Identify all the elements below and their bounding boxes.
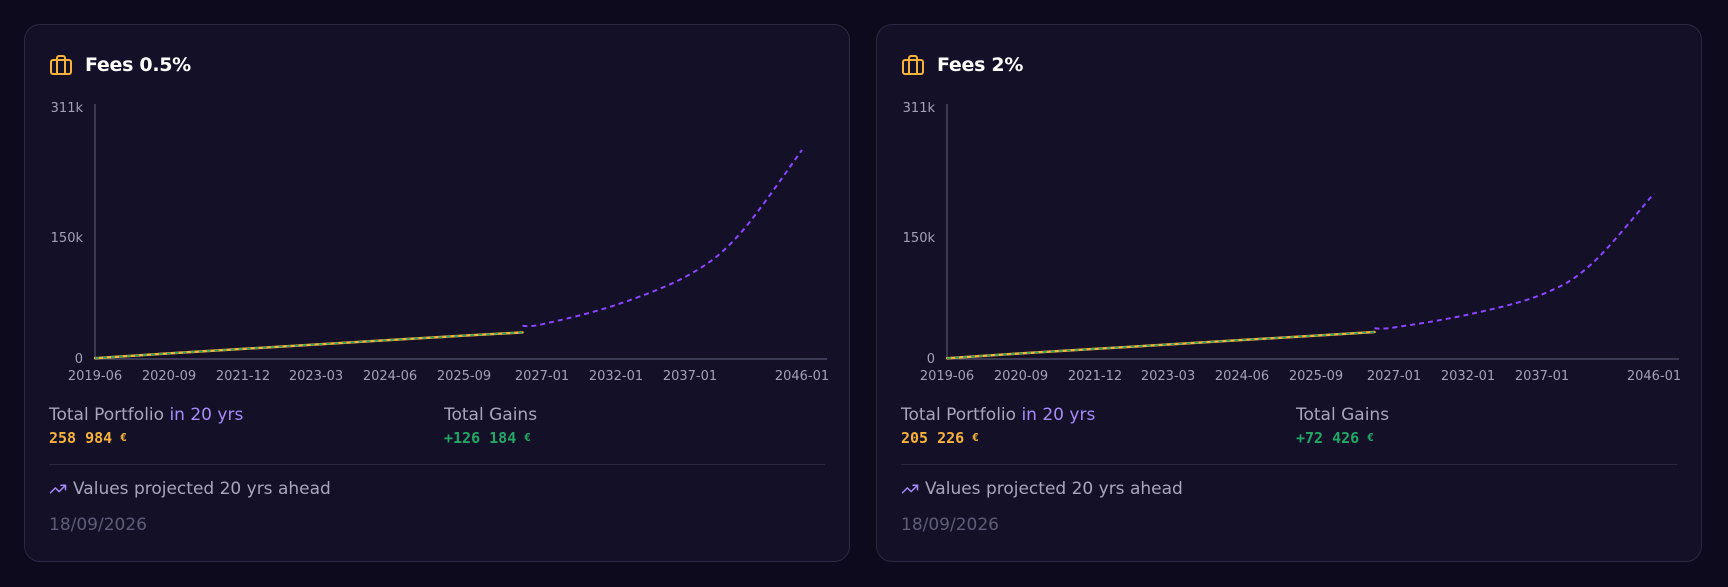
projected-value-line (1374, 192, 1655, 330)
currency-symbol: € (1367, 431, 1374, 444)
trending-up-icon (49, 484, 67, 494)
portfolio-horizon: in 20 yrs (169, 405, 244, 425)
portfolio-card-fees-0-5: Fees 0.5% 0 150k 311k 2019-06 2020-09 2021-12… (24, 24, 850, 562)
briefcase-icon (50, 55, 72, 75)
y-tick-label: 150k (51, 231, 84, 246)
total-gains-value: +126 184 € (444, 429, 531, 447)
card-header: Fees 0.5% (49, 53, 191, 77)
x-tick-label: 2046-01 (1627, 369, 1681, 384)
y-tick-label: 150k (903, 231, 936, 246)
as-of-date: 18/09/2026 (901, 515, 999, 535)
x-tick-label: 2021-12 (216, 369, 270, 384)
projected-value-line (522, 149, 803, 328)
x-tick-label: 2037-01 (1515, 369, 1569, 384)
x-tick-label: 2046-01 (775, 369, 829, 384)
x-tick-label: 2027-01 (1367, 369, 1421, 384)
x-tick-label: 2023-03 (289, 369, 343, 384)
x-tick-label: 2024-06 (1215, 369, 1269, 384)
x-tick-label: 2019-06 (920, 369, 974, 384)
briefcase-icon (902, 55, 924, 75)
projection-chart: 0 150k 311k 2019-06 2020-09 2021-12 2023-03 202… (51, 101, 830, 384)
x-tick-label: 2032-01 (1441, 369, 1495, 384)
x-tick-label: 2027-01 (515, 369, 569, 384)
total-portfolio-stat: Total Portfolio in 20 yrs 258 984 € (49, 405, 243, 447)
projection-note-text: Values projected 20 yrs ahead (73, 479, 331, 499)
y-tick-label: 0 (927, 352, 935, 367)
total-portfolio-value: 258 984 € (49, 429, 127, 447)
x-tick-label: 2023-03 (1141, 369, 1195, 384)
x-tick-label: 2021-12 (1068, 369, 1122, 384)
total-portfolio-stat: Total Portfolio in 20 yrs 205 226 € (901, 405, 1095, 447)
total-gains-value: +72 426 € (1296, 429, 1374, 447)
projection-note: Values projected 20 yrs ahead (901, 479, 1183, 499)
currency-symbol: € (524, 431, 531, 444)
x-tick-label: 2037-01 (663, 369, 717, 384)
total-portfolio-label: Total Portfolio in 20 yrs (901, 405, 1096, 425)
projection-note: Values projected 20 yrs ahead (49, 479, 331, 499)
card-title: Fees 2% (937, 54, 1024, 76)
x-tick-label: 2020-09 (994, 369, 1048, 384)
card-header: Fees 2% (901, 53, 1023, 77)
y-tick-label: 311k (903, 101, 936, 116)
currency-symbol: € (972, 431, 979, 444)
as-of-date: 18/09/2026 (49, 515, 147, 535)
divider (49, 464, 825, 465)
total-portfolio-label: Total Portfolio in 20 yrs (49, 405, 244, 425)
trending-up-icon (901, 484, 919, 494)
currency-symbol: € (120, 431, 127, 444)
y-tick-label: 311k (51, 101, 84, 116)
actual-gains-line (946, 331, 1375, 359)
total-gains-stat: Total Gains +72 426 € (1296, 405, 1389, 447)
x-tick-label: 2019-06 (68, 369, 122, 384)
divider (901, 464, 1677, 465)
actual-gains-line (94, 331, 523, 359)
x-tick-label: 2025-09 (1289, 369, 1343, 384)
card-title: Fees 0.5% (85, 54, 191, 76)
x-tick-label: 2024-06 (363, 369, 417, 384)
x-tick-label: 2032-01 (589, 369, 643, 384)
projection-chart: 0 150k 311k 2019-06 2020-09 2021-12 2023-03 202… (903, 101, 1682, 384)
projection-note-text: Values projected 20 yrs ahead (925, 479, 1183, 499)
total-gains-label: Total Gains (444, 405, 538, 425)
portfolio-horizon: in 20 yrs (1021, 405, 1096, 425)
y-tick-label: 0 (75, 352, 83, 367)
x-tick-label: 2025-09 (437, 369, 491, 384)
total-gains-label: Total Gains (1296, 405, 1390, 425)
portfolio-card-fees-2: Fees 2% 0 150k 311k 2019-06 2020-09 2021-12 20… (876, 24, 1702, 562)
x-tick-label: 2020-09 (142, 369, 196, 384)
total-portfolio-value: 205 226 € (901, 429, 979, 447)
total-gains-stat: Total Gains +126 184 € (444, 405, 537, 447)
